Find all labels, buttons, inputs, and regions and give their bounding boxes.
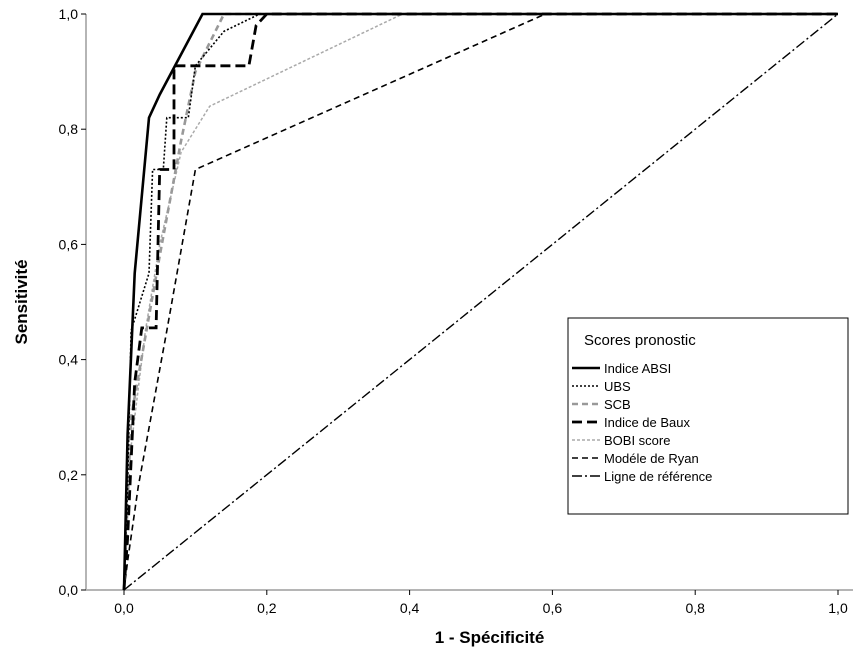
x-axis-title: 1 - Spécificité [435,628,545,647]
legend-item-label: SCB [604,397,631,412]
legend-items: Indice ABSI UBS SCB Indice de Baux BOBI scor… [572,361,712,484]
x-tick-label: 0,4 [400,600,420,616]
y-tick-label: 0,6 [59,236,79,252]
series-line-5 [123,13,838,591]
series-line-6 [123,13,839,591]
legend-box [567,317,849,515]
legend-item-label: Indice ABSI [604,361,671,376]
x-tick-label: 0,6 [543,600,563,616]
y-tick-label: 1,0 [59,6,79,22]
x-tick-label: 0,8 [685,600,705,616]
legend-item-label: Modéle de Ryan [604,451,699,466]
legend-item-label: Ligne de référence [604,469,712,484]
y-tick-label: 0,2 [59,467,79,483]
x-tick-label: 0,0 [114,600,134,616]
legend-item-label: BOBI score [604,433,670,448]
y-axis-title: Sensitivité [12,259,31,344]
x-tick-label: 0,2 [257,600,277,616]
legend: Scores pronostic Indice ABSIUBSSCBIndice… [567,317,849,515]
tick-labels: 0,0 0,2 0,4 0,6 0,8 1,0 0,0 0,2 0,4 0,6 0,8 1,0 [59,6,848,616]
series-line-2 [122,12,838,591]
legend-item-label: Indice de Baux [604,415,691,430]
series-line-3 [122,12,838,591]
axes [85,14,853,591]
y-tick-label: 0,0 [59,582,79,598]
y-tick-label: 0,4 [59,352,79,368]
series-line-0 [122,12,838,591]
series-lines [122,12,839,591]
legend-title: Scores pronostic [584,332,696,349]
x-tick-label: 1,0 [828,600,848,616]
legend-item-label: UBS [604,379,631,394]
y-tick-label: 0,8 [59,121,79,137]
